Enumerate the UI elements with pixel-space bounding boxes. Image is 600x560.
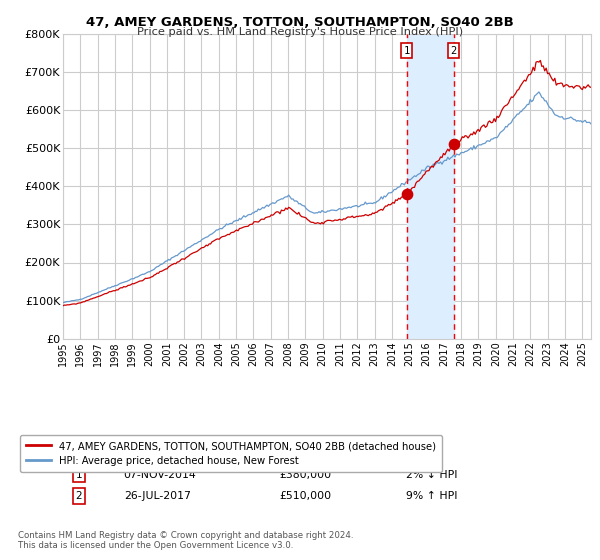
- Text: 47, AMEY GARDENS, TOTTON, SOUTHAMPTON, SO40 2BB: 47, AMEY GARDENS, TOTTON, SOUTHAMPTON, S…: [86, 16, 514, 29]
- Point: [402, 189, 412, 198]
- Text: 1: 1: [404, 46, 410, 56]
- Text: 2: 2: [76, 491, 82, 501]
- Point: [449, 140, 458, 149]
- Legend: 47, AMEY GARDENS, TOTTON, SOUTHAMPTON, SO40 2BB (detached house), HPI: Average p: 47, AMEY GARDENS, TOTTON, SOUTHAMPTON, S…: [20, 435, 442, 472]
- Text: 1: 1: [76, 470, 82, 479]
- Text: Price paid vs. HM Land Registry's House Price Index (HPI): Price paid vs. HM Land Registry's House …: [137, 27, 463, 37]
- Text: 26-JUL-2017: 26-JUL-2017: [124, 491, 191, 501]
- Text: 9% ↑ HPI: 9% ↑ HPI: [406, 491, 458, 501]
- Text: £510,000: £510,000: [280, 491, 332, 501]
- Text: £380,000: £380,000: [280, 470, 332, 479]
- Text: 2: 2: [451, 46, 457, 56]
- Text: Contains HM Land Registry data © Crown copyright and database right 2024.
This d: Contains HM Land Registry data © Crown c…: [18, 530, 353, 550]
- Text: 07-NOV-2014: 07-NOV-2014: [124, 470, 196, 479]
- Text: 2% ↓ HPI: 2% ↓ HPI: [406, 470, 458, 479]
- Bar: [407, 34, 454, 339]
